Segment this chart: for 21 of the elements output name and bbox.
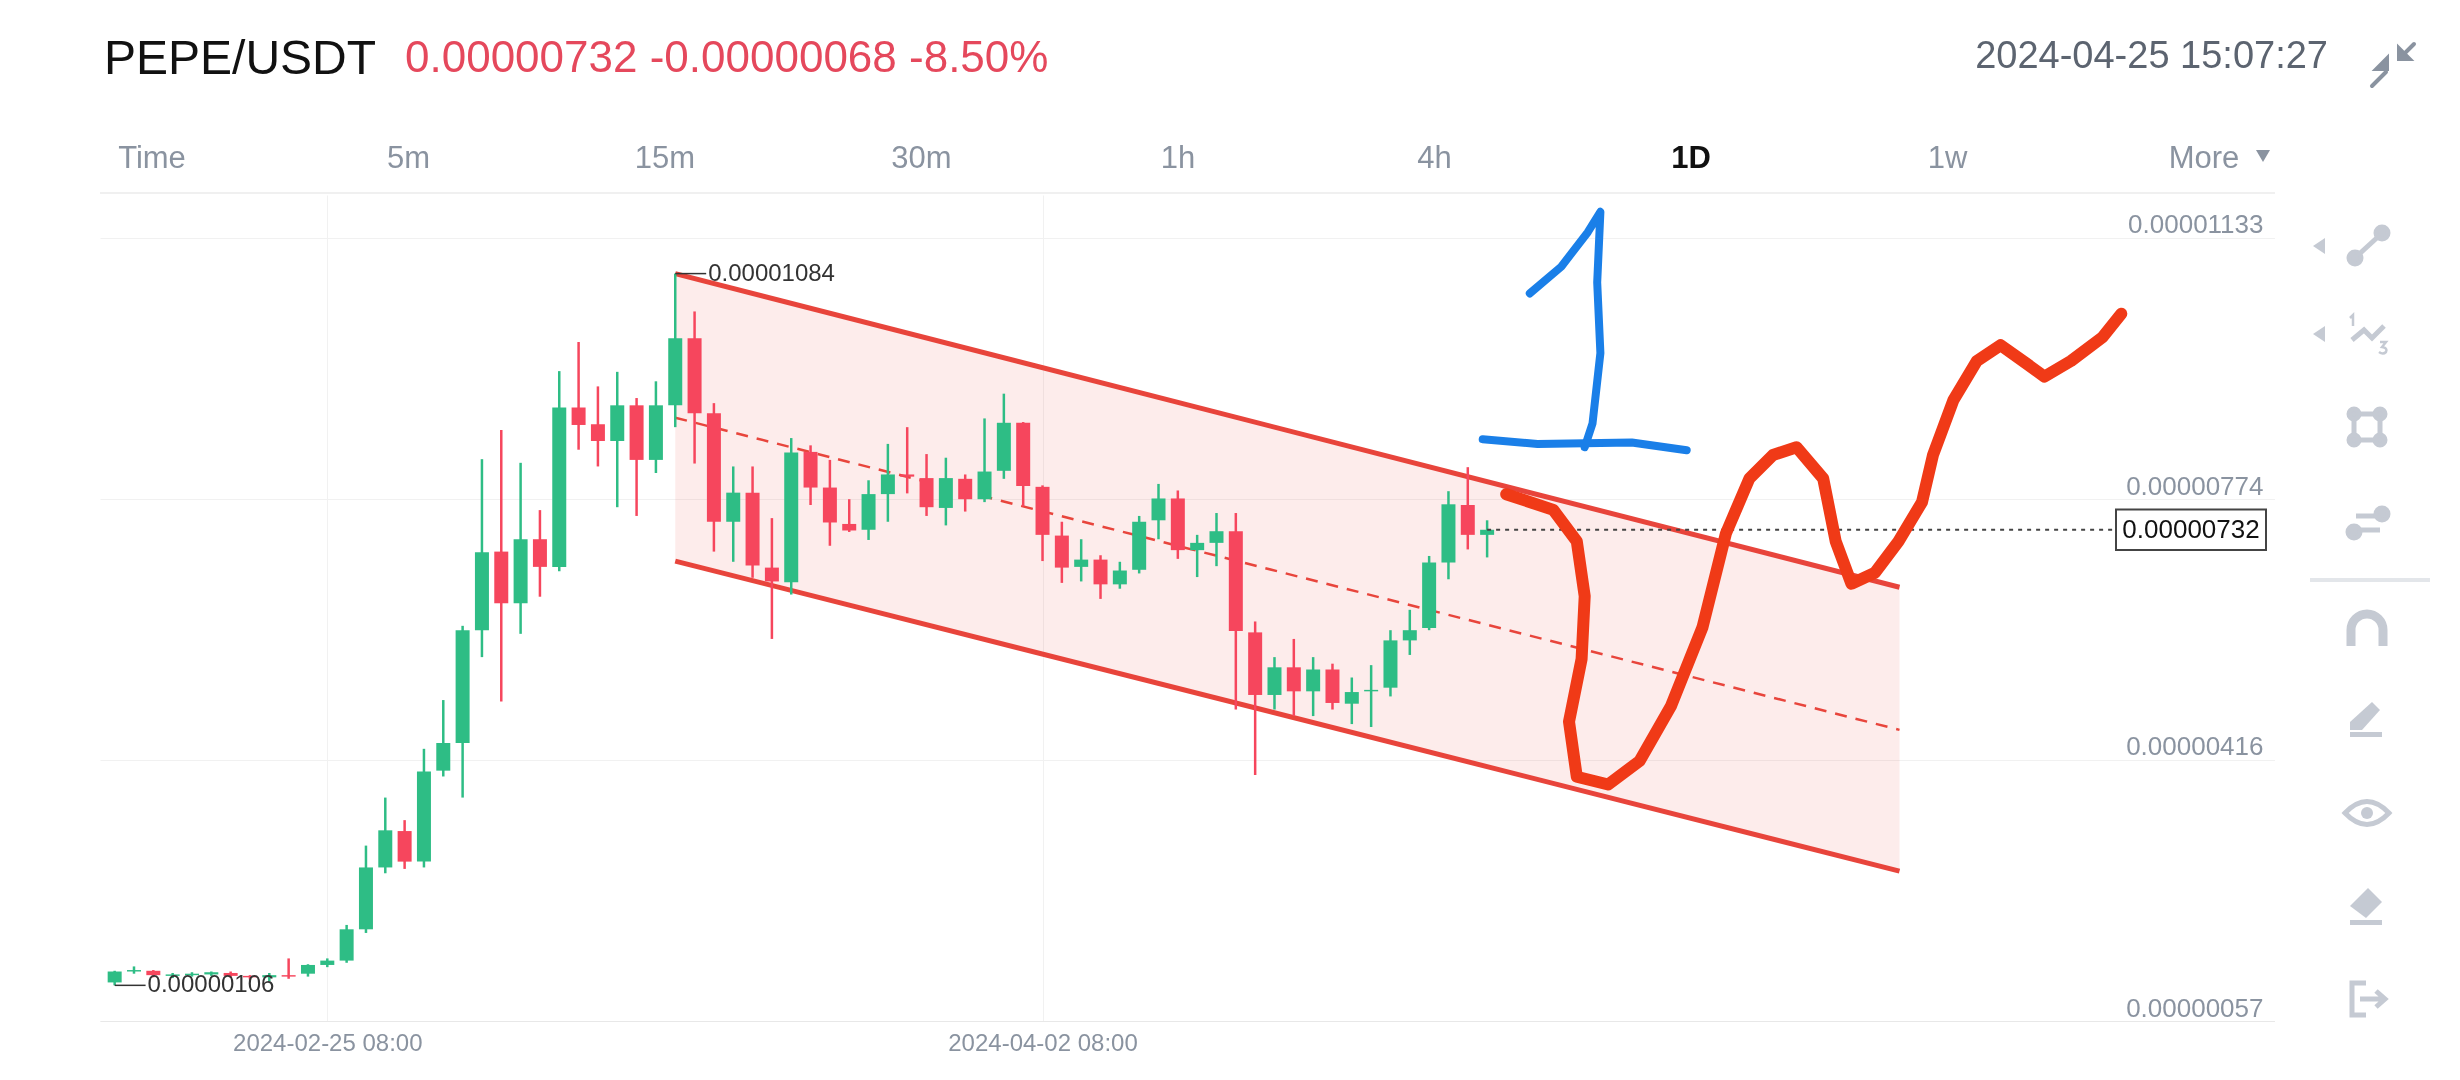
ref-line-label: 0.00000732 bbox=[2122, 513, 2260, 544]
y-tick-label: 0.00001133 bbox=[2128, 209, 2264, 240]
text: 2024-04-25 15:07:27 bbox=[1975, 34, 2328, 77]
text: 1w bbox=[1927, 140, 1968, 176]
text: 1D bbox=[1671, 140, 1711, 176]
text: Time bbox=[118, 140, 186, 176]
text: 4h bbox=[1417, 140, 1452, 176]
chart-title: PEPE/USDT bbox=[104, 30, 377, 85]
text: 1h bbox=[1160, 140, 1196, 176]
text: 30m bbox=[891, 140, 952, 176]
annotation: 0.00001084 bbox=[708, 258, 835, 286]
y-tick-label: 0.00000057 bbox=[2126, 992, 2264, 1023]
y-tick-label: 0.00000774 bbox=[2126, 470, 2264, 501]
text: 5m bbox=[386, 140, 431, 176]
text: More bbox=[2168, 140, 2240, 176]
annotation: 0.00000106 bbox=[147, 970, 275, 998]
x-tick-label: 2024-04-02 08:00 bbox=[948, 1028, 1138, 1056]
chart-subtitle: 0.00000732 -0.00000068 -8.50% bbox=[405, 32, 1049, 82]
text: 15m bbox=[634, 140, 696, 176]
x-tick-label: 2024-02-25 08:00 bbox=[233, 1028, 423, 1056]
y-tick-label: 0.00000416 bbox=[2126, 731, 2264, 762]
